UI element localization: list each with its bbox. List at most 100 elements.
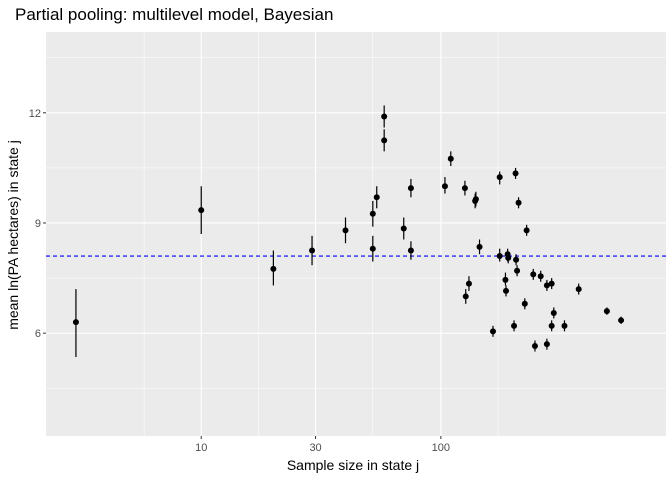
data-point — [489, 328, 496, 335]
data-point — [461, 185, 468, 192]
x-tick-label: 100 — [432, 442, 450, 454]
data-point-group — [531, 340, 538, 352]
data-point — [523, 227, 530, 234]
data-point — [521, 300, 528, 307]
data-point — [515, 199, 522, 206]
data-point — [270, 265, 277, 272]
data-point-group — [496, 248, 503, 262]
x-axis: 10 30 100 — [195, 436, 450, 454]
y-axis: 6 9 12 — [29, 108, 46, 340]
data-point — [543, 282, 550, 289]
x-tick-label: 10 — [195, 442, 207, 454]
data-point — [511, 322, 518, 329]
data-point-group — [561, 320, 568, 332]
data-point — [373, 194, 380, 201]
data-point — [543, 341, 550, 348]
data-point-group — [342, 217, 349, 244]
data-point-group — [381, 129, 388, 152]
chart-title: Partial pooling: multilevel model, Bayes… — [15, 5, 333, 24]
data-point-group — [369, 235, 376, 262]
data-point — [407, 247, 414, 254]
data-point-group — [523, 224, 530, 236]
data-point-group — [441, 177, 448, 194]
data-point-group — [618, 316, 625, 324]
data-point-group — [513, 254, 520, 266]
data-point-group — [462, 289, 469, 304]
data-point — [496, 174, 503, 181]
y-tick-label: 6 — [35, 328, 41, 340]
data-point — [381, 137, 388, 144]
data-point — [400, 225, 407, 232]
data-point-group — [543, 279, 550, 291]
minor-gridlines — [46, 32, 666, 436]
data-point — [496, 253, 503, 260]
data-point — [513, 256, 520, 263]
x-axis-title: Sample size in state j — [287, 457, 419, 473]
data-point-group — [407, 178, 414, 198]
data-point — [369, 210, 376, 217]
data-point — [550, 309, 557, 316]
data-point — [531, 343, 538, 350]
major-gridlines — [46, 32, 666, 436]
data-point-group — [496, 171, 503, 185]
data-point-group — [476, 239, 483, 255]
data-point — [575, 286, 582, 293]
data-point — [548, 322, 555, 329]
data-point — [603, 308, 610, 315]
data-point-group — [512, 167, 519, 179]
data-point-group — [400, 217, 407, 240]
data-point — [548, 280, 555, 287]
data-point-group — [373, 186, 380, 209]
data-point-group — [502, 272, 509, 286]
data-point-group — [407, 241, 414, 260]
data-point-group — [511, 320, 518, 332]
data-point-group — [309, 235, 316, 266]
data-point — [441, 183, 448, 190]
data-point — [502, 276, 509, 283]
data-point-group — [505, 252, 512, 264]
data-point — [342, 227, 349, 234]
data-point-group — [489, 325, 496, 337]
data-point — [618, 317, 625, 324]
y-tick-label: 9 — [35, 218, 41, 230]
data-point-group — [603, 307, 610, 315]
data-point-group — [461, 180, 468, 196]
plot-panel — [46, 32, 666, 436]
data-point — [447, 155, 454, 162]
data-point-group — [198, 186, 205, 234]
data-point-group — [543, 338, 550, 350]
data-point-group — [381, 105, 388, 128]
data-point-group — [548, 320, 555, 332]
data-point — [503, 287, 510, 294]
y-tick-label: 12 — [29, 108, 41, 120]
data-point — [465, 280, 472, 287]
data-point-group — [550, 307, 557, 319]
data-point — [561, 322, 568, 329]
x-tick-label: 30 — [309, 442, 321, 454]
data-point — [309, 247, 316, 254]
data-point — [476, 243, 483, 250]
data-point-group — [72, 289, 79, 358]
data-point-group — [515, 197, 522, 209]
data-point — [369, 245, 376, 252]
data-point-group — [472, 191, 479, 207]
data-point — [407, 185, 414, 192]
data-point-group — [521, 298, 528, 310]
data-point-group — [270, 250, 277, 286]
data-point-group — [503, 285, 510, 297]
data-point-group — [369, 200, 376, 227]
data-point — [198, 207, 205, 214]
data-marks — [72, 105, 625, 358]
data-point — [72, 319, 79, 326]
data-point — [505, 254, 512, 261]
data-point — [530, 271, 537, 278]
data-point-group — [537, 270, 544, 282]
data-point — [472, 196, 479, 203]
data-point-group — [447, 151, 454, 167]
data-point-group — [514, 265, 521, 277]
data-point-group — [548, 278, 555, 290]
data-point-group — [575, 283, 582, 295]
data-point — [514, 267, 521, 274]
y-axis-title: mean ln(PA hectares) in state j — [5, 140, 21, 330]
